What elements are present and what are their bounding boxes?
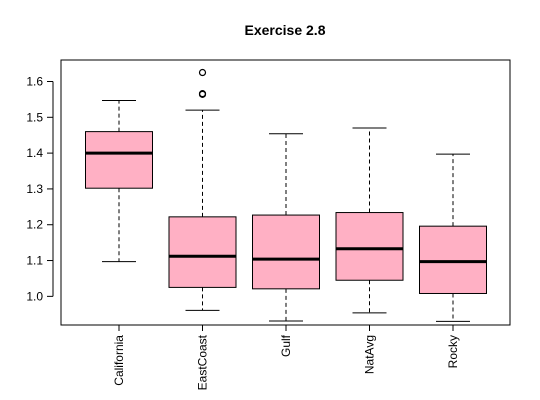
box-gulf xyxy=(252,214,320,290)
plot-area: 1.0 1.1 1.2 1.3 1.4 1.5 1.6 California EastCoast… xyxy=(26,59,511,390)
x-category-label: Gulf xyxy=(279,334,293,357)
x-category-label: California xyxy=(112,335,126,386)
x-category-label: EastCoast xyxy=(196,334,210,390)
y-tick-label: 1.5 xyxy=(26,110,43,124)
x-category-label: Rocky xyxy=(446,335,460,368)
y-tick-label: 1.3 xyxy=(26,182,43,196)
box-eastcoast xyxy=(168,216,237,288)
x-category-label: NatAvg xyxy=(363,335,377,374)
outlier-point xyxy=(198,90,207,98)
box-california xyxy=(85,131,153,189)
y-tick-label: 1.1 xyxy=(26,254,43,268)
chart-title: Exercise 2.8 xyxy=(245,22,326,38)
box-rocky xyxy=(419,225,487,294)
outlier-point xyxy=(198,68,207,77)
y-tick-label: 1.4 xyxy=(26,146,43,160)
box-natavg xyxy=(335,212,404,281)
y-tick-label: 1.0 xyxy=(26,289,43,303)
y-tick-label: 1.6 xyxy=(26,74,43,88)
y-tick-label: 1.2 xyxy=(26,218,43,232)
